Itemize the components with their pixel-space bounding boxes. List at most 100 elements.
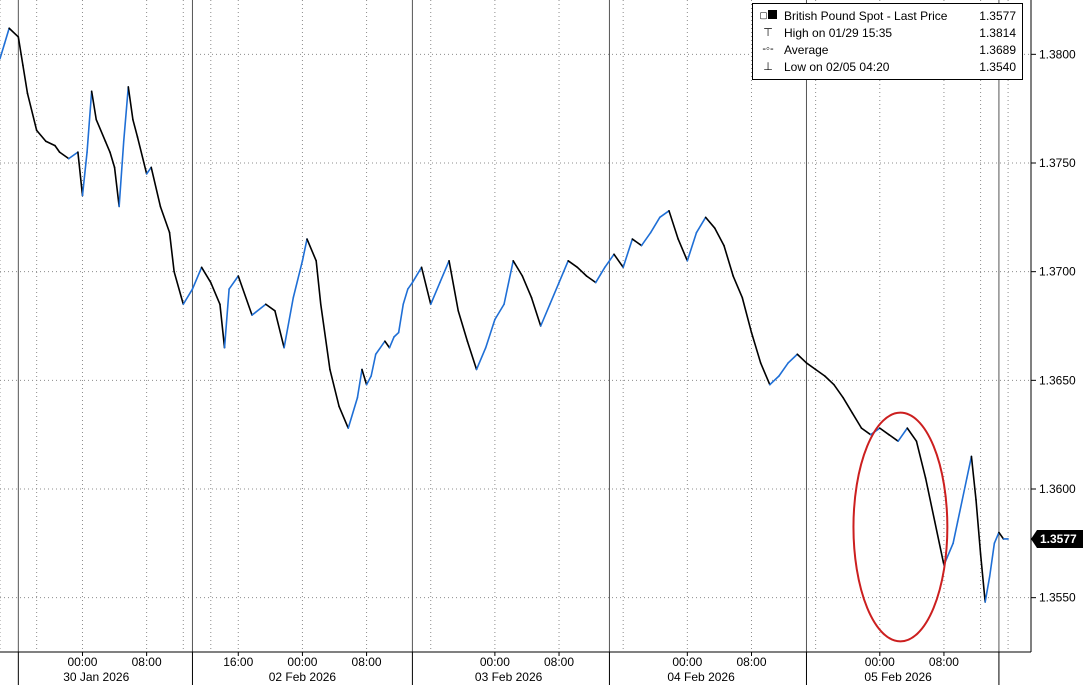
- price-segment: [988, 542, 996, 577]
- price-segment: [145, 166, 153, 175]
- y-axis: 1.3550 1.3600 1.3650 1.3700 1.3750 1.3800: [1030, 0, 1076, 652]
- price-segment: [878, 427, 890, 436]
- price-segment: [122, 86, 130, 143]
- price-segment: [897, 427, 909, 442]
- legend-label: British Pound Spot - Last Price: [784, 9, 948, 23]
- price-segment: [860, 427, 872, 436]
- y-tick-label: 1.3550: [1039, 591, 1076, 605]
- highlight-ellipse: [852, 411, 949, 643]
- price-segment: [127, 86, 134, 121]
- price-segment: [714, 227, 725, 247]
- price-segment: [219, 303, 226, 349]
- price-segment: [823, 375, 835, 386]
- y-tick-label: 1.3800: [1039, 47, 1076, 61]
- price-segment: [292, 259, 304, 299]
- price-segment: [77, 151, 84, 197]
- price-segment: [54, 144, 61, 153]
- last-price-tag-bg: [1031, 529, 1083, 548]
- x-tick-label: 16:00: [223, 655, 253, 669]
- price-segment: [448, 259, 460, 312]
- price-segment: [361, 368, 368, 386]
- price-segment: [924, 477, 936, 523]
- price-segment: [159, 205, 171, 234]
- price-segment: [622, 238, 634, 269]
- price-segment: [984, 575, 991, 603]
- price-segment: [631, 238, 643, 247]
- price-segment: [113, 166, 120, 208]
- price-segment: [833, 383, 844, 399]
- price-segment: [952, 520, 959, 545]
- price-segment: [494, 303, 505, 321]
- x-day-label: 30 Jan 2026: [63, 670, 129, 684]
- price-segment: [370, 353, 377, 377]
- price-segment: [484, 318, 496, 349]
- filled-square-icon: ▢: [759, 9, 777, 21]
- price-segment: [558, 259, 569, 284]
- price-segment: [35, 129, 47, 143]
- price-segment: [695, 216, 707, 234]
- x-tick-label: 00:00: [672, 655, 702, 669]
- price-segment: [338, 405, 350, 429]
- price-segment: [457, 309, 469, 343]
- x-tick-label: 08:00: [544, 655, 574, 669]
- price-series: [0, 27, 1009, 603]
- price-segment: [26, 92, 38, 132]
- price-segment: [95, 118, 107, 143]
- price-segment: [723, 244, 734, 277]
- price-segment: [356, 368, 363, 399]
- x-tick-label: 08:00: [132, 655, 162, 669]
- price-segment: [778, 362, 789, 377]
- price-segment: [3, 27, 10, 45]
- price-segment: [668, 210, 679, 240]
- price-segment: [397, 303, 405, 334]
- legend-value: 1.3577: [979, 9, 1016, 23]
- price-segment: [549, 281, 560, 306]
- price-segment: [182, 288, 194, 306]
- x-tick-label: 08:00: [352, 655, 382, 669]
- legend-row-low: ⊥ Low on 02/05 04:20 1.3540: [753, 60, 1022, 76]
- price-segment: [150, 166, 162, 208]
- price-segment: [136, 136, 148, 175]
- price-segment: [585, 275, 597, 284]
- price-segment: [659, 210, 670, 219]
- price-segment: [0, 42, 6, 60]
- price-segment: [741, 296, 753, 334]
- price-segment: [191, 266, 203, 290]
- price-segment: [429, 281, 441, 306]
- price-segment: [402, 288, 409, 306]
- price-segment: [200, 266, 212, 284]
- x-tick-label: 00:00: [480, 655, 510, 669]
- price-segment: [604, 253, 615, 269]
- average-marker-icon: -◦-: [762, 43, 774, 55]
- price-segment: [374, 340, 386, 356]
- price-segment: [411, 266, 423, 284]
- price-segment: [530, 296, 542, 327]
- price-segment: [970, 455, 977, 501]
- price-segment: [640, 231, 652, 247]
- price-segment: [769, 375, 780, 386]
- price-segment: [539, 303, 551, 327]
- price-segment: [329, 368, 340, 408]
- price-segment: [956, 499, 964, 523]
- price-segment: [961, 477, 968, 501]
- red-circle-annotation: [852, 411, 949, 643]
- legend-box: ▢ British Pound Spot - Last Price 1.3577…: [752, 3, 1023, 80]
- price-segment: [888, 433, 899, 442]
- price-segment: [315, 259, 322, 306]
- x-axis: 00:00 08:00 16:00 00:00 08:00 00:00 08:00 00:00…: [0, 651, 1031, 685]
- price-segment: [704, 216, 716, 229]
- legend-label: Low on 02/05 04:20: [784, 60, 890, 74]
- price-segment: [173, 270, 185, 306]
- price-segment: [223, 288, 230, 349]
- high-marker-icon: ⊤: [763, 27, 773, 39]
- price-segment: [8, 27, 20, 38]
- price-segment: [209, 281, 221, 306]
- price-segment: [613, 253, 624, 269]
- x-day-label: 04 Feb 2026: [667, 670, 735, 684]
- price-segment: [503, 259, 515, 306]
- y-tick-label: 1.3700: [1039, 265, 1076, 279]
- price-segment: [264, 303, 276, 312]
- legend-label: Average: [784, 43, 829, 57]
- price-segment: [750, 331, 762, 364]
